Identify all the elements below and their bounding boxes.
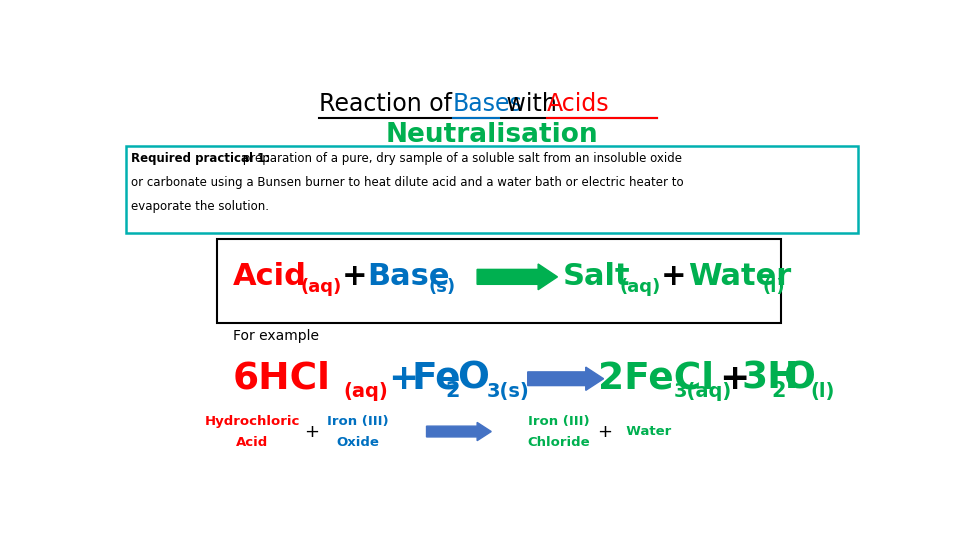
Text: with: with <box>499 92 564 116</box>
Text: +: + <box>388 362 419 396</box>
Text: Reaction of: Reaction of <box>320 92 460 116</box>
Text: 3(aq): 3(aq) <box>674 382 732 401</box>
Text: Water: Water <box>687 262 791 292</box>
Text: For example: For example <box>233 329 319 343</box>
Text: (s): (s) <box>429 278 456 296</box>
Text: +: + <box>660 262 686 292</box>
Text: Bases: Bases <box>452 92 522 116</box>
Text: +: + <box>719 362 750 396</box>
Text: or carbonate using a Bunsen burner to heat dilute acid and a water bath or elect: or carbonate using a Bunsen burner to he… <box>132 176 684 189</box>
Text: (aq): (aq) <box>344 382 388 401</box>
Text: Chloride: Chloride <box>528 436 590 449</box>
Text: 2: 2 <box>445 381 461 401</box>
Text: O: O <box>783 361 815 397</box>
FancyArrow shape <box>477 264 558 290</box>
FancyBboxPatch shape <box>126 146 858 233</box>
Text: O: O <box>457 361 489 397</box>
Text: Neutralisation: Neutralisation <box>386 123 598 148</box>
Text: 2FeCl: 2FeCl <box>598 361 713 397</box>
Text: 6HCl: 6HCl <box>233 361 331 397</box>
Text: (aq): (aq) <box>300 278 342 296</box>
Text: +: + <box>342 262 368 292</box>
Text: (l): (l) <box>810 382 835 401</box>
Text: Salt: Salt <box>563 262 631 292</box>
Text: Oxide: Oxide <box>337 436 379 449</box>
Text: evaporate the solution.: evaporate the solution. <box>132 200 269 213</box>
FancyBboxPatch shape <box>217 239 780 322</box>
Text: Base: Base <box>367 262 449 292</box>
Text: Acid: Acid <box>233 262 307 292</box>
Text: 3H: 3H <box>741 361 799 397</box>
Text: Hydrochloric: Hydrochloric <box>204 415 300 428</box>
Text: 3(s): 3(s) <box>487 382 530 401</box>
Text: Acid: Acid <box>236 436 269 449</box>
Text: (aq): (aq) <box>620 278 661 296</box>
Text: Water: Water <box>617 425 671 438</box>
FancyArrow shape <box>426 422 492 441</box>
Text: +: + <box>304 422 320 441</box>
Text: +: + <box>597 422 612 441</box>
Text: Acids: Acids <box>547 92 610 116</box>
Text: Iron (III): Iron (III) <box>327 415 389 428</box>
Text: 2: 2 <box>772 381 786 401</box>
Text: Fe: Fe <box>412 361 461 397</box>
Text: Required practical 1:: Required practical 1: <box>132 152 271 165</box>
Text: (l): (l) <box>763 278 785 296</box>
Text: Iron (III): Iron (III) <box>528 415 589 428</box>
Text: preparation of a pure, dry sample of a soluble salt from an insoluble oxide: preparation of a pure, dry sample of a s… <box>239 152 682 165</box>
FancyArrow shape <box>528 367 604 390</box>
